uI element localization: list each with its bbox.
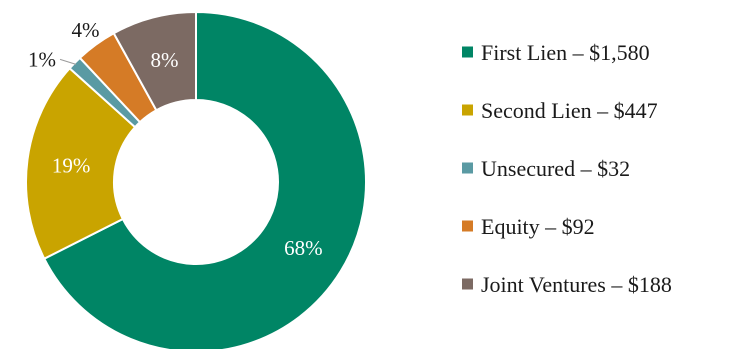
legend-swatch-second-lien: [462, 104, 473, 116]
slice-label-unsecured: 1%: [28, 47, 56, 71]
legend: First Lien – $1,580 Second Lien – $447 Uns…: [462, 40, 672, 297]
slice-first-lien: [42, 10, 367, 353]
donut-slices: [25, 10, 367, 353]
slice-label-second-lien: 19%: [52, 153, 91, 177]
legend-swatch-unsecured: [462, 162, 473, 174]
slice-label-first-lien: 68%: [284, 236, 323, 260]
slice-labels: 68% 19% 1% 4% 8%: [28, 18, 323, 260]
legend-label-second-lien: Second Lien – $447: [481, 98, 658, 123]
legend-label-unsecured: Unsecured – $32: [481, 156, 630, 181]
legend-swatch-joint-ventures: [462, 278, 473, 290]
legend-swatch-first-lien: [462, 46, 473, 58]
legend-label-equity: Equity – $92: [481, 214, 595, 239]
slice-joint-ventures: [112, 10, 197, 112]
leader-line-unsecured: [59, 58, 77, 65]
slice-second-lien: [25, 66, 137, 261]
slice-label-equity: 4%: [71, 18, 99, 42]
slice-label-joint-ventures: 8%: [151, 48, 179, 72]
legend-label-joint-ventures: Joint Ventures – $188: [481, 272, 672, 297]
legend-label-first-lien: First Lien – $1,580: [481, 40, 650, 65]
legend-swatch-equity: [462, 220, 473, 232]
